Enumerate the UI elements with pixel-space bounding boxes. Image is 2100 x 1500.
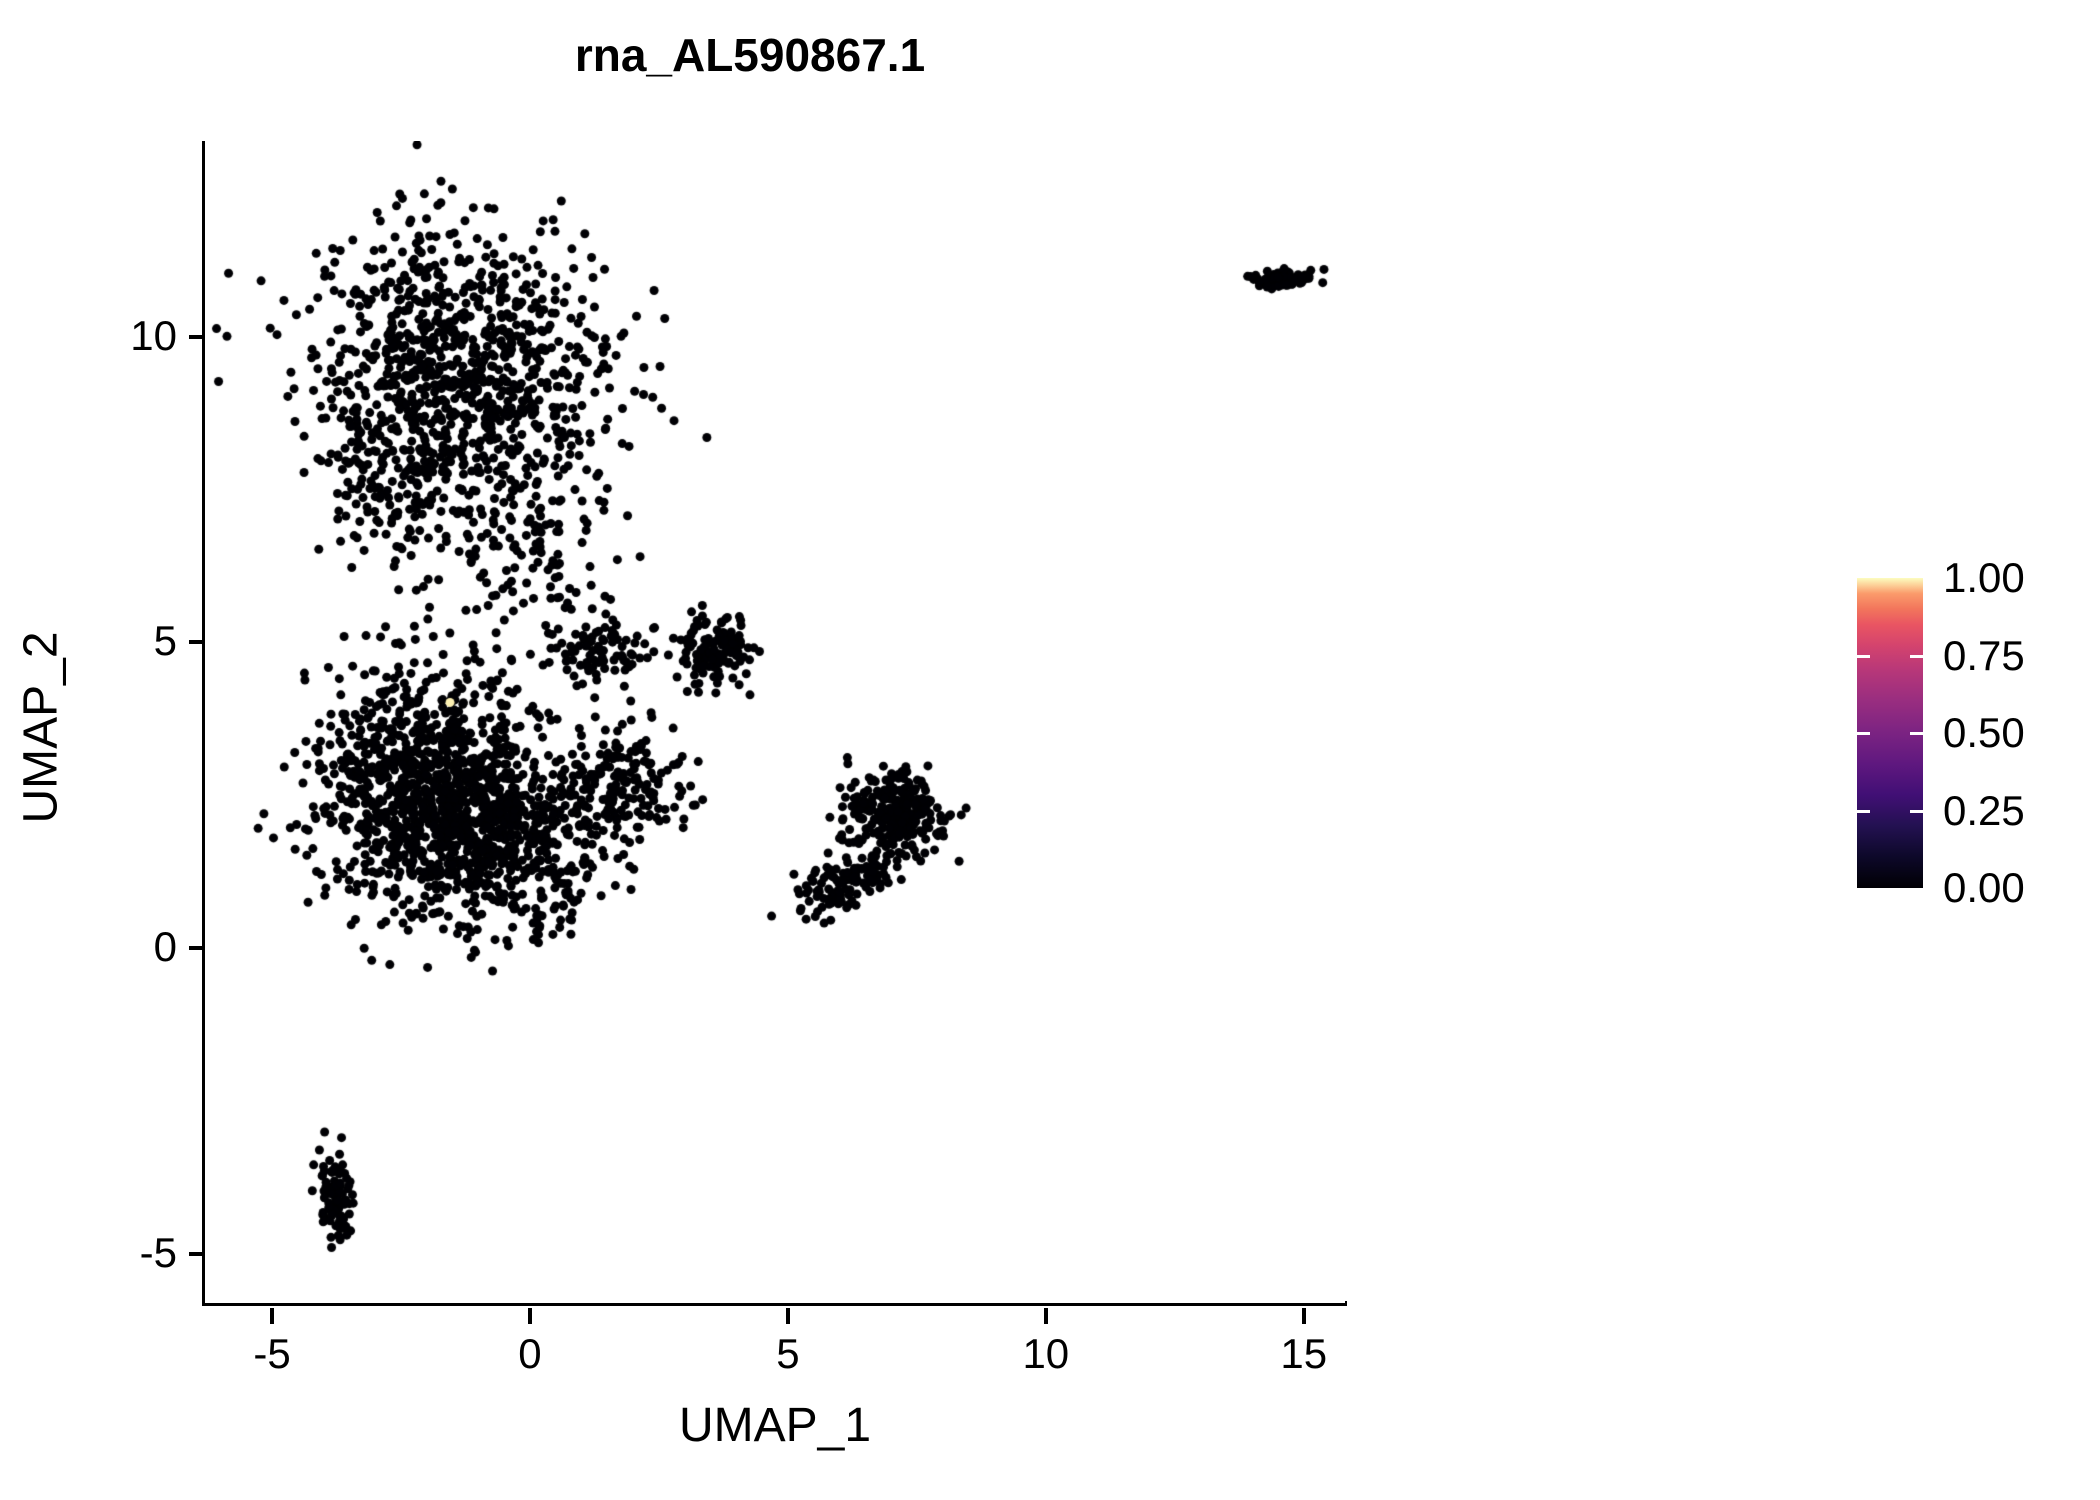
y-tick-label: 5 xyxy=(153,617,177,665)
y-axis-title: UMAP_2 xyxy=(14,631,68,824)
colorbar-tick-mark xyxy=(1910,809,1923,813)
y-axis-line xyxy=(202,141,207,1306)
colorbar-legend: 1.00 0.75 0.50 0.25 0.00 xyxy=(1857,557,2087,911)
y-tick-mark xyxy=(189,334,205,339)
colorbar-tick-mark xyxy=(1857,732,1870,735)
colorbar-tick-mark xyxy=(1910,654,1923,658)
x-tick-label: 0 xyxy=(518,1330,542,1377)
y-tick-label: -5 xyxy=(139,1229,177,1277)
colorbar-tick-label: 0.25 xyxy=(1943,786,2025,834)
x-axis-line xyxy=(202,1301,1347,1306)
x-tick-label: 5 xyxy=(776,1330,800,1377)
x-tick-mark xyxy=(527,1308,532,1324)
colorbar-tick-mark xyxy=(1910,732,1923,735)
x-tick-label: 10 xyxy=(1022,1330,1070,1377)
colorbar-tick-label: 0.00 xyxy=(1943,864,2025,911)
scatter-plot-panel xyxy=(205,141,1345,1303)
x-tick-mark xyxy=(1301,1308,1306,1324)
y-tick-label: 10 xyxy=(130,311,177,359)
y-tick-label: 0 xyxy=(153,923,177,971)
x-axis-title: UMAP_1 xyxy=(678,1399,872,1452)
page-title: rna_AL590867.1 xyxy=(574,29,926,81)
colorbar-tick-label: 0.50 xyxy=(1943,709,2025,756)
y-tick-mark xyxy=(189,640,205,645)
colorbar-tick-label: 0.75 xyxy=(1943,631,2025,679)
x-tick-mark xyxy=(270,1308,275,1324)
colorbar-tick-label: 1.00 xyxy=(1943,554,2025,601)
scatter-points-layer xyxy=(205,141,1345,1303)
x-tick-label: 15 xyxy=(1280,1330,1328,1377)
colorbar-tick-mark xyxy=(1857,654,1870,658)
x-tick-mark xyxy=(1043,1308,1048,1324)
x-tick-label: -5 xyxy=(253,1330,291,1377)
y-tick-mark xyxy=(189,1252,205,1257)
x-tick-mark xyxy=(785,1308,790,1324)
colorbar-tick-mark xyxy=(1857,809,1870,813)
y-tick-mark xyxy=(189,946,205,951)
